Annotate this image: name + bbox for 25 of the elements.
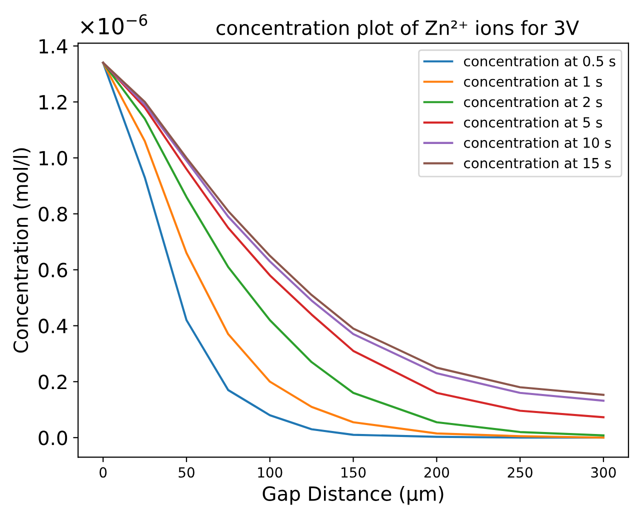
x-tick-label: 0 <box>100 467 107 478</box>
legend-label: concentration at 2 s <box>464 96 602 108</box>
y-tick-label: 1.2 <box>40 94 66 110</box>
y-tick-label: 0.8 <box>38 206 68 222</box>
legend-label: concentration at 10 s <box>464 137 611 148</box>
y-tick-label: 0.0 <box>38 430 68 446</box>
y-tick-label: 1.4 <box>40 39 68 54</box>
legend-label: concentration at 0.5 s <box>464 56 616 66</box>
x-axis-title: Gap Distance (µm) <box>262 486 444 505</box>
x-tick-label: 100 <box>258 467 282 478</box>
x-tick-label: 50 <box>178 467 194 478</box>
y-axis-title: Concentration (mol/l) <box>13 148 30 353</box>
legend-label: concentration at 5 s <box>464 116 602 128</box>
y-tick-label: 0.6 <box>38 262 68 278</box>
y-tick-label: 0.2 <box>38 374 66 390</box>
chart-title: concentration plot of Zn²⁺ ions for 3V <box>216 20 579 39</box>
y-tick-label: 0.4 <box>38 318 68 334</box>
x-tick-label: 250 <box>508 467 532 478</box>
x-tick-label: 300 <box>591 467 616 478</box>
x-tick-label: 200 <box>424 467 450 478</box>
legend-label: concentration at 1 s <box>464 76 602 87</box>
text: ×10$^{−6}$ <box>81 14 148 35</box>
y-tick-label: 1.0 <box>40 150 68 166</box>
legend-label: concentration at 15 s <box>464 158 611 168</box>
x-tick-label: 150 <box>342 467 366 478</box>
